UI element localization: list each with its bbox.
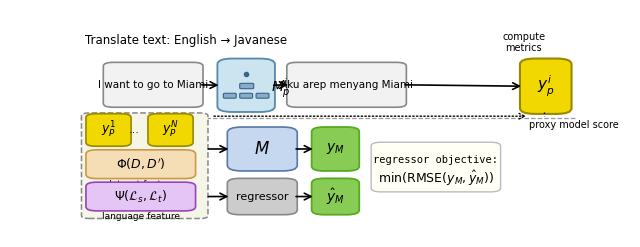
Text: $y_p^i$: $y_p^i$ — [537, 74, 555, 99]
Text: $M_p^i$: $M_p^i$ — [271, 76, 291, 100]
Text: I want to go to Miami: I want to go to Miami — [98, 80, 208, 90]
Text: $\hat{y}_M$: $\hat{y}_M$ — [326, 186, 345, 207]
Text: $\min(\mathrm{RMSE}(y_M, \hat{y}_M))$: $\min(\mathrm{RMSE}(y_M, \hat{y}_M))$ — [378, 169, 494, 188]
FancyBboxPatch shape — [148, 114, 193, 146]
Text: $M$: $M$ — [254, 140, 270, 158]
Text: proxy model score: proxy model score — [529, 120, 619, 130]
FancyBboxPatch shape — [86, 182, 196, 211]
Text: Translate text: English → Javanese: Translate text: English → Javanese — [85, 34, 287, 47]
Text: Aku arep menyang Miami: Aku arep menyang Miami — [280, 80, 413, 90]
FancyBboxPatch shape — [240, 93, 253, 98]
FancyBboxPatch shape — [312, 178, 359, 215]
FancyBboxPatch shape — [520, 59, 572, 114]
Text: ...: ... — [129, 125, 140, 135]
FancyBboxPatch shape — [86, 150, 196, 179]
Text: regressor objective:: regressor objective: — [373, 155, 499, 165]
FancyBboxPatch shape — [103, 62, 203, 107]
FancyBboxPatch shape — [227, 178, 297, 215]
FancyBboxPatch shape — [256, 93, 269, 98]
FancyBboxPatch shape — [240, 83, 253, 89]
FancyBboxPatch shape — [287, 62, 406, 107]
Text: $y_P^1$: $y_P^1$ — [101, 120, 116, 140]
Text: proxy model scores: proxy model scores — [95, 148, 184, 158]
FancyBboxPatch shape — [218, 59, 275, 112]
Text: $\Phi(D, D')$: $\Phi(D, D')$ — [116, 156, 166, 172]
FancyBboxPatch shape — [86, 114, 131, 146]
FancyBboxPatch shape — [312, 127, 359, 171]
FancyBboxPatch shape — [223, 93, 236, 98]
FancyBboxPatch shape — [227, 127, 297, 171]
Text: dataset feature: dataset feature — [106, 180, 175, 188]
Text: $y_P^N$: $y_P^N$ — [162, 120, 179, 140]
Text: language feature: language feature — [102, 212, 179, 221]
FancyBboxPatch shape — [81, 113, 208, 219]
Text: compute
metrics: compute metrics — [502, 32, 545, 53]
Text: regressor: regressor — [236, 191, 289, 202]
Text: $y_M$: $y_M$ — [326, 142, 345, 157]
FancyBboxPatch shape — [371, 142, 500, 192]
Text: $\Psi(\mathcal{L}_s, \mathcal{L}_t)$: $\Psi(\mathcal{L}_s, \mathcal{L}_t)$ — [114, 188, 167, 205]
